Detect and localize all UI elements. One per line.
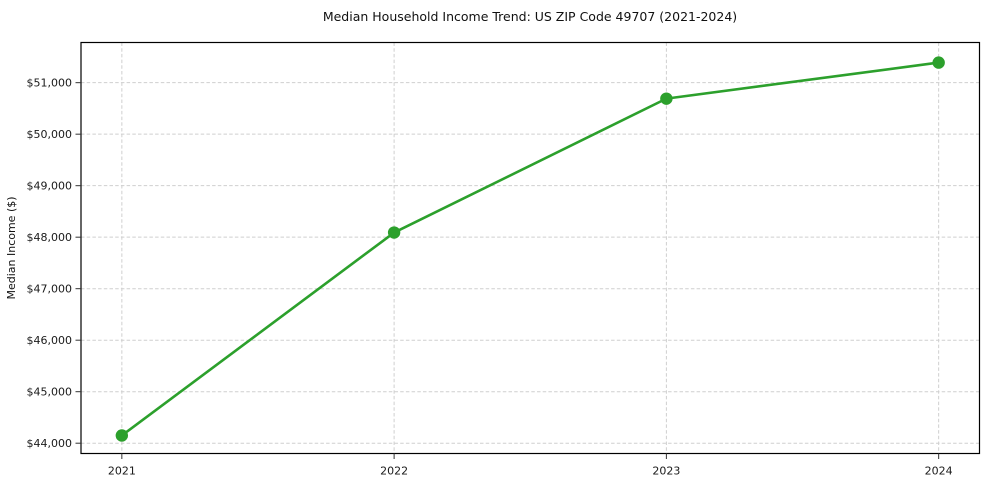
gridlines: [81, 42, 980, 454]
income-line-series: [115, 56, 945, 442]
data-point-marker: [932, 56, 945, 69]
x-tick-label: 2022: [380, 465, 408, 478]
x-tick-labels: 2021 2022 2023 2024: [108, 465, 953, 478]
y-tick-label: $44,000: [27, 437, 73, 450]
x-tick-label: 2021: [108, 465, 136, 478]
plot-border: [80, 41, 981, 455]
y-tick-label: $45,000: [27, 385, 73, 398]
data-point-marker: [660, 92, 673, 105]
chart-title: Median Household Income Trend: US ZIP Co…: [323, 9, 737, 24]
trend-line: [120, 61, 940, 437]
x-tick-label: 2023: [652, 465, 680, 478]
y-tick-label: $46,000: [27, 334, 73, 347]
data-point-marker: [115, 429, 129, 442]
data-point-marker: [387, 226, 401, 239]
y-tick-label: $48,000: [27, 231, 73, 244]
y-tick-labels: $44,000 $45,000 $46,000 $47,000 $48,000 $49,0…: [27, 76, 73, 450]
y-tick-label: $49,000: [27, 179, 73, 192]
y-tick-label: $47,000: [27, 282, 73, 295]
y-tick-label: $50,000: [27, 128, 73, 141]
y-tick-label: $51,000: [27, 76, 73, 89]
axis-ticks: [75, 82, 940, 459]
x-tick-label: 2024: [925, 465, 953, 478]
y-axis-label: Median Income ($): [5, 196, 18, 299]
axes-spines: [80, 41, 981, 455]
